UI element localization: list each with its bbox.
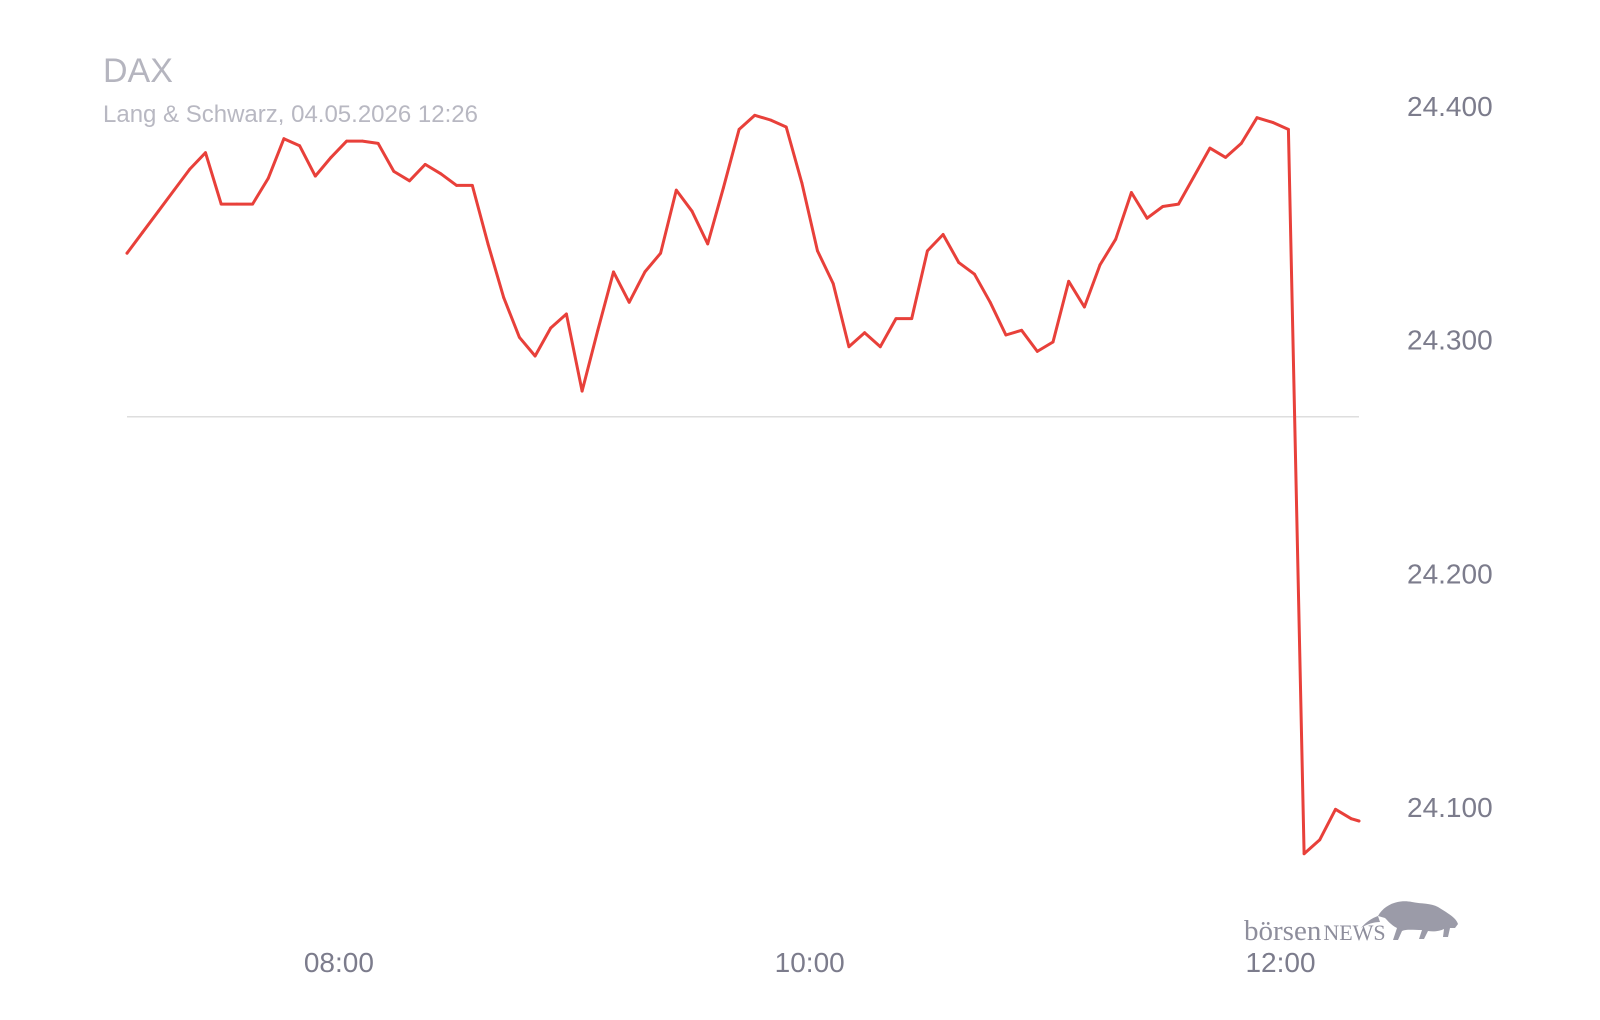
data-point (1349, 817, 1353, 821)
data-point (235, 202, 239, 206)
data-point (753, 113, 757, 117)
data-point (157, 209, 160, 213)
data-point (1255, 116, 1259, 120)
data-point (1130, 191, 1133, 194)
data-point (674, 188, 678, 192)
data-point (486, 242, 490, 246)
data-point (282, 137, 286, 141)
svg-text:börsenNEWS: börsenNEWS (1244, 915, 1386, 947)
data-point (188, 167, 192, 171)
data-point (722, 186, 725, 190)
data-point (1004, 333, 1008, 337)
data-point (910, 317, 914, 320)
data-point (580, 389, 584, 393)
watermark-text-regular: börsen (1244, 915, 1322, 947)
data-point (408, 179, 411, 183)
chart-title: DAX (103, 52, 173, 90)
data-point (1318, 838, 1322, 842)
data-point (894, 317, 898, 320)
data-point (518, 335, 521, 339)
data-point (627, 300, 631, 304)
data-point (1161, 205, 1165, 208)
data-point (1357, 819, 1361, 823)
data-point (1035, 350, 1039, 353)
data-point (470, 184, 474, 187)
x-tick-label: 12:00 (1245, 947, 1315, 978)
data-point (643, 270, 647, 274)
data-point (988, 300, 992, 304)
y-axis: 24.400 24.300 24.200 24.100 (1407, 91, 1493, 823)
data-point (690, 209, 694, 213)
data-point (1302, 852, 1306, 856)
data-point (345, 139, 349, 143)
data-point (1098, 263, 1102, 267)
data-point (204, 151, 207, 155)
data-point (329, 156, 333, 159)
data-point (251, 202, 255, 206)
data-point (392, 170, 396, 173)
data-point (659, 251, 662, 255)
data-point (565, 312, 568, 316)
data-point (1051, 340, 1055, 344)
data-point (878, 345, 882, 349)
data-point (737, 127, 741, 131)
data-point (784, 125, 788, 129)
data-point (800, 181, 804, 185)
data-point (1177, 202, 1180, 206)
data-point (831, 282, 835, 285)
data-point (863, 331, 866, 335)
data-point (706, 242, 710, 246)
data-point (1020, 328, 1023, 332)
data-point (596, 328, 600, 332)
y-tick-label: 24.200 (1407, 558, 1493, 589)
y-tick-label: 24.100 (1407, 792, 1493, 823)
data-point (769, 118, 772, 122)
data-point (816, 249, 819, 253)
y-tick-label: 24.400 (1407, 91, 1493, 122)
data-point (973, 272, 976, 276)
data-point (1224, 156, 1227, 159)
bull-icon (1361, 901, 1458, 940)
data-point (1239, 142, 1243, 145)
data-point (941, 233, 945, 236)
data-point (612, 270, 615, 274)
data-point (1334, 807, 1337, 811)
watermark-text-caps: NEWS (1323, 920, 1385, 945)
data-point (847, 345, 851, 349)
data-point (1083, 305, 1086, 309)
data-point (455, 184, 458, 187)
data-point (502, 296, 506, 299)
series-line (125, 113, 1361, 856)
chart-subtitle: Lang & Schwarz, 04.05.2026 12:26 (103, 101, 478, 128)
data-point (1208, 146, 1212, 150)
x-tick-label: 10:00 (775, 947, 845, 978)
data-point (423, 163, 427, 166)
data-point (1145, 216, 1149, 220)
data-point (533, 354, 537, 358)
data-point (1271, 121, 1275, 124)
data-point (957, 261, 961, 264)
data-point (926, 249, 929, 253)
x-axis: 08:00 10:00 12:00 (304, 947, 1316, 978)
data-point (376, 142, 380, 145)
watermark: börsenNEWS (1244, 901, 1458, 947)
x-tick-label: 08:00 (304, 947, 374, 978)
data-point (219, 202, 223, 206)
data-point (1114, 237, 1118, 241)
data-point (1287, 127, 1290, 131)
data-point (125, 251, 129, 255)
data-point (313, 174, 317, 178)
data-point (266, 177, 270, 180)
data-point (172, 188, 176, 192)
data-points (125, 113, 1361, 856)
data-point (141, 230, 145, 234)
data-point (361, 139, 364, 143)
data-point (439, 172, 443, 176)
data-point (549, 326, 553, 330)
data-point (1192, 174, 1196, 178)
data-point (1067, 279, 1071, 283)
y-tick-label: 24.300 (1407, 325, 1493, 356)
data-point (298, 144, 301, 148)
